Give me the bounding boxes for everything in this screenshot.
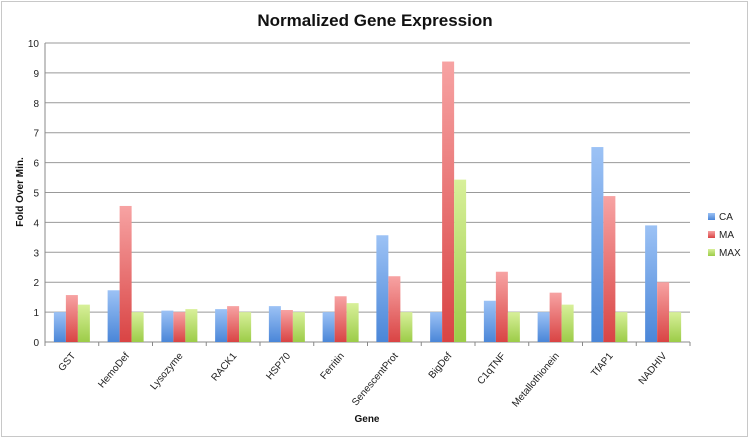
bar-ca-ferritin bbox=[322, 312, 335, 342]
bar-ca-hemodef bbox=[107, 290, 120, 342]
x-tick-label: TfAP1 bbox=[589, 351, 616, 380]
bar-ma-senescentprot bbox=[388, 276, 401, 342]
bar-ma-nadhiv bbox=[657, 282, 670, 342]
bar-max-tfap1 bbox=[615, 312, 628, 342]
bar-ca-rack1 bbox=[215, 309, 228, 342]
bar-ma-metallothionein bbox=[549, 292, 562, 342]
y-tick-label: 10 bbox=[28, 39, 40, 50]
x-tick-label: HSP70 bbox=[264, 351, 293, 383]
x-tick-label: HemoDef bbox=[96, 351, 132, 391]
chart-title: Normalized Gene Expression bbox=[257, 11, 492, 30]
bar-ca-nadhiv bbox=[645, 225, 658, 342]
legend-swatch-ca bbox=[708, 213, 715, 220]
legend-label-max: MAX bbox=[719, 248, 741, 259]
y-axis-label: Fold Over Min. bbox=[15, 157, 26, 227]
legend-label-ma: MA bbox=[719, 230, 734, 241]
y-tick-label: 9 bbox=[33, 69, 39, 80]
x-tick-label: Lysozyme bbox=[149, 351, 186, 393]
bar-max-senescentprot bbox=[400, 312, 413, 342]
bar-ca-lysozyme bbox=[161, 310, 174, 342]
bar-max-rack1 bbox=[239, 312, 252, 342]
bar-ca-gst bbox=[53, 312, 66, 342]
x-tick-label: NADHIV bbox=[637, 351, 670, 387]
y-tick-label: 6 bbox=[33, 159, 39, 170]
x-tick-label: GST bbox=[57, 351, 79, 374]
bar-max-metallothionein bbox=[561, 304, 574, 342]
y-tick-label: 0 bbox=[33, 338, 39, 349]
x-tick-label: BigDef bbox=[427, 351, 455, 381]
x-tick-label: C1qTNF bbox=[475, 351, 508, 387]
x-axis-label: Gene bbox=[354, 414, 379, 425]
bar-max-hsp70 bbox=[292, 312, 305, 342]
y-tick-label: 8 bbox=[33, 99, 39, 110]
bar-ca-tfap1 bbox=[591, 147, 604, 342]
x-tick-label: Metallothionein bbox=[510, 351, 562, 410]
bar-max-nadhiv bbox=[669, 312, 682, 342]
bar-ca-metallothionein bbox=[537, 312, 550, 342]
bar-ma-rack1 bbox=[227, 306, 240, 342]
y-tick-label: 3 bbox=[33, 248, 39, 259]
bar-ca-hsp70 bbox=[268, 306, 281, 342]
x-tick-label: SenescentProt bbox=[350, 351, 401, 408]
x-tick-label: RACK1 bbox=[210, 351, 240, 384]
bar-max-lysozyme bbox=[185, 309, 198, 342]
bar-max-hemodef bbox=[131, 312, 144, 342]
legend-swatch-max bbox=[708, 249, 715, 256]
bar-max-c1qtnf bbox=[507, 312, 520, 342]
legend-label-ca: CA bbox=[719, 212, 733, 223]
bar-ca-senescentprot bbox=[376, 235, 389, 342]
bar-ma-tfap1 bbox=[603, 196, 616, 342]
bar-max-bigdef bbox=[454, 179, 467, 342]
bar-ca-bigdef bbox=[430, 312, 443, 342]
bar-ma-hsp70 bbox=[280, 310, 293, 342]
bar-max-ferritin bbox=[346, 303, 359, 342]
bar-ma-gst bbox=[65, 295, 78, 342]
y-tick-label: 4 bbox=[33, 218, 39, 229]
bar-max-gst bbox=[77, 304, 90, 342]
bar-ma-bigdef bbox=[442, 61, 455, 343]
y-tick-label: 7 bbox=[33, 129, 39, 140]
bar-ma-c1qtnf bbox=[495, 271, 508, 342]
y-tick-label: 1 bbox=[33, 308, 39, 319]
bar-ma-lysozyme bbox=[173, 312, 186, 342]
y-tick-label: 2 bbox=[33, 278, 39, 289]
bar-ma-hemodef bbox=[119, 205, 132, 342]
x-tick-label: Ferritin bbox=[318, 351, 346, 382]
bar-ca-c1qtnf bbox=[483, 300, 496, 342]
legend-swatch-ma bbox=[708, 231, 715, 238]
y-tick-label: 5 bbox=[33, 189, 39, 200]
bar-ma-ferritin bbox=[334, 296, 347, 342]
